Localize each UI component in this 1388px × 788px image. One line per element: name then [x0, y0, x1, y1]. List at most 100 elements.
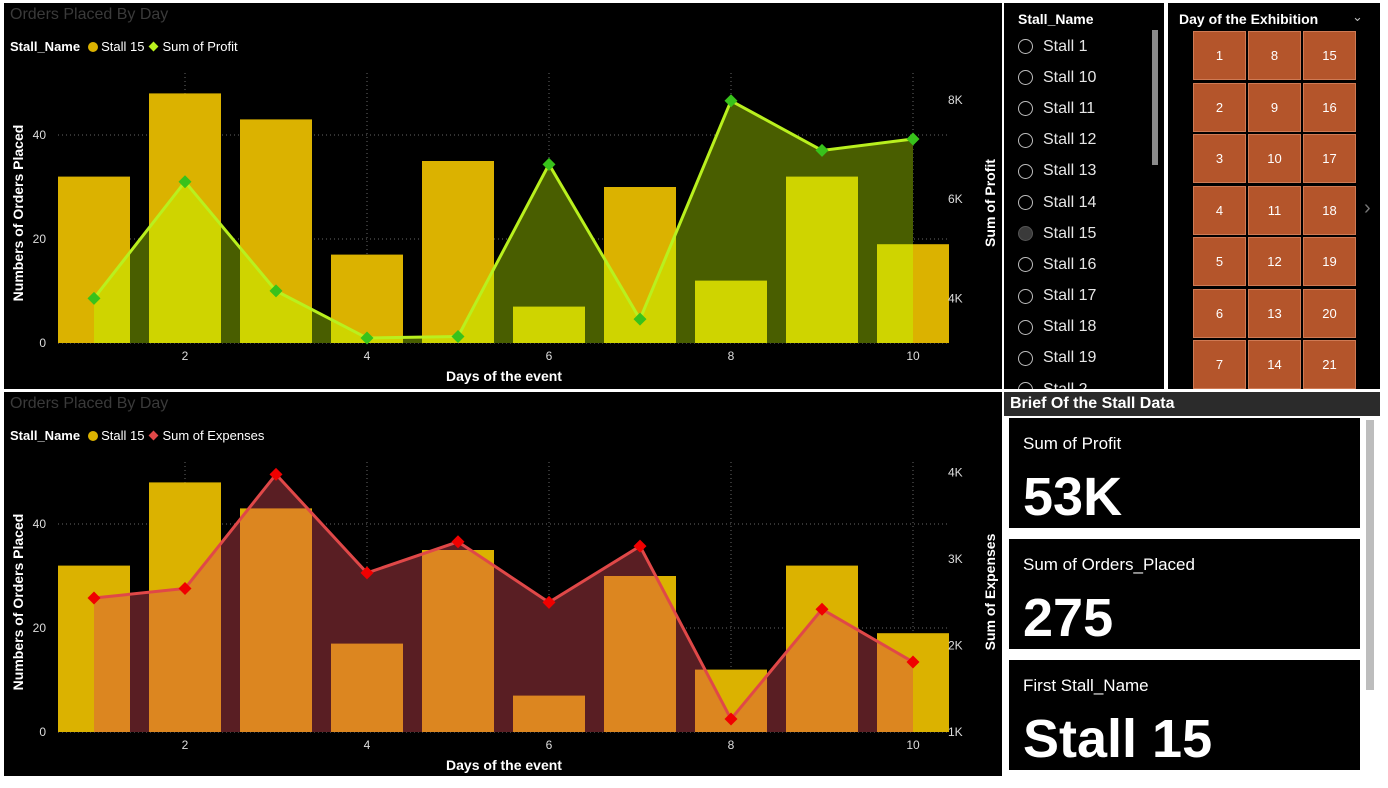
- day-tile-grid: 1 8 15 2 9 16 3 10 17 4 11 18 5 12 19 6 13 20 7 14 21: [1193, 31, 1356, 389]
- day-tile[interactable]: 10: [1248, 134, 1301, 183]
- day-tile[interactable]: 13: [1248, 288, 1301, 338]
- expenses-chart-panel: Orders Placed By Day Stall_Name Stall 15…: [4, 392, 1002, 776]
- card-label: Sum of Profit: [1023, 434, 1122, 453]
- y2-tick-label: 1K: [948, 725, 963, 739]
- day-tile[interactable]: 12: [1248, 237, 1301, 286]
- bar-overlap: [331, 643, 403, 732]
- line-marker: [87, 291, 101, 305]
- day-tile[interactable]: 6: [1193, 288, 1246, 338]
- brief-scrollbar[interactable]: [1366, 420, 1374, 690]
- day-tile[interactable]: 4: [1193, 185, 1246, 235]
- legend-title: Stall_Name: [10, 39, 81, 54]
- day-tile[interactable]: 7: [1193, 340, 1246, 389]
- day-tile[interactable]: 19: [1303, 237, 1356, 286]
- radio-icon[interactable]: [1018, 195, 1033, 211]
- day-tile[interactable]: 9: [1248, 82, 1301, 132]
- day-tile[interactable]: 18: [1303, 185, 1356, 235]
- stall-option[interactable]: Stall 15: [1018, 218, 1096, 249]
- radio-icon[interactable]: [1018, 163, 1033, 179]
- card-label: First Stall_Name: [1023, 676, 1149, 695]
- day-tile[interactable]: 14: [1248, 340, 1301, 389]
- y2-tick-label: 2K: [948, 639, 963, 653]
- radio-icon[interactable]: [1018, 101, 1033, 117]
- chevron-right-icon[interactable]: ›: [1364, 197, 1371, 219]
- y-axis-title: Numbers of Orders Placed: [10, 125, 26, 302]
- radio-icon[interactable]: [1018, 319, 1033, 335]
- radio-icon[interactable]: [1018, 226, 1033, 242]
- stall-option[interactable]: Stall 16: [1018, 249, 1096, 280]
- radio-icon[interactable]: [1018, 257, 1033, 273]
- stall-option-label: Stall 12: [1043, 131, 1097, 149]
- line-marker: [633, 312, 647, 326]
- line-marker: [542, 595, 556, 609]
- line-marker: [724, 94, 738, 108]
- stall-option[interactable]: Stall 2: [1018, 374, 1096, 389]
- line-marker: [815, 143, 829, 157]
- x-tick-label: 10: [906, 738, 920, 752]
- x-tick-label: 2: [182, 349, 189, 363]
- stall-option[interactable]: Stall 17: [1018, 281, 1096, 312]
- y-tick-label: 0: [39, 725, 46, 739]
- stall-option[interactable]: Stall 13: [1018, 156, 1096, 187]
- day-tile[interactable]: 20: [1303, 288, 1356, 338]
- stall-option-label: Stall 15: [1043, 224, 1097, 242]
- stall-option[interactable]: Stall 1: [1018, 31, 1096, 62]
- x-tick-label: 4: [364, 738, 371, 752]
- bar-overlap: [513, 695, 585, 732]
- chart-legend: Stall_Name Stall 15 Sum of Profit: [10, 39, 238, 54]
- stall-option[interactable]: Stall 14: [1018, 187, 1096, 218]
- day-tile[interactable]: 11: [1248, 185, 1301, 235]
- y-tick-label: 40: [33, 517, 47, 531]
- stall-option[interactable]: Stall 11: [1018, 93, 1096, 124]
- x-tick-label: 8: [728, 349, 735, 363]
- line-marker: [87, 591, 101, 605]
- stall-option[interactable]: Stall 19: [1018, 343, 1096, 374]
- stall-option[interactable]: Stall 18: [1018, 312, 1096, 343]
- y-tick-label: 40: [33, 128, 47, 142]
- legend-line-label: Sum of Profit: [162, 39, 238, 54]
- card-value: 275: [1023, 588, 1114, 648]
- y2-tick-label: 4K: [948, 466, 963, 480]
- series-line: [92, 98, 914, 340]
- day-tile[interactable]: 15: [1303, 31, 1356, 80]
- bar-overlap: [240, 508, 312, 732]
- line-marker: [269, 284, 283, 298]
- day-tile[interactable]: 1: [1193, 31, 1246, 80]
- line-marker: [906, 655, 920, 669]
- radio-icon[interactable]: [1018, 350, 1033, 366]
- day-tile[interactable]: 5: [1193, 237, 1246, 286]
- radio-icon[interactable]: [1018, 288, 1033, 304]
- radio-icon[interactable]: [1018, 132, 1033, 148]
- day-slicer: Day of the Exhibition ⌄ 1 8 15 2 9 16 3 10 17 4 11…: [1168, 3, 1380, 389]
- line-marker: [451, 330, 465, 344]
- stall-option[interactable]: Stall 10: [1018, 62, 1096, 93]
- kpi-card-orders: Sum of Orders_Placed 275: [1009, 539, 1360, 649]
- legend-line-label: Sum of Expenses: [162, 428, 265, 443]
- day-tile[interactable]: 8: [1248, 31, 1301, 80]
- day-tile[interactable]: 17: [1303, 134, 1356, 183]
- chart-title: Orders Placed By Day: [10, 6, 169, 23]
- day-tile[interactable]: 2: [1193, 82, 1246, 132]
- day-tile[interactable]: 3: [1193, 134, 1246, 183]
- bar-overlap: [695, 280, 767, 343]
- chart-title: Orders Placed By Day: [10, 395, 169, 412]
- day-tile[interactable]: 21: [1303, 340, 1356, 389]
- y-axis-title: Numbers of Orders Placed: [10, 514, 26, 691]
- stall-name-slicer: Stall_Name Stall 1 Stall 10 Stall 11 Stall …: [1004, 3, 1164, 389]
- radio-icon[interactable]: [1018, 382, 1033, 389]
- slicer-title: Stall_Name: [1018, 11, 1094, 27]
- day-tile[interactable]: 16: [1303, 82, 1356, 132]
- line-marker: [451, 535, 465, 549]
- stall-option-label: Stall 11: [1043, 99, 1096, 117]
- expenses-chart-svg: 0 20 40 1K 2K 3K 4K 2 4 6 8 10 Days of the event Numb…: [10, 462, 998, 773]
- y2-tick-label: 8K: [948, 93, 963, 107]
- stall-option-label: Stall 16: [1043, 255, 1097, 273]
- stall-option[interactable]: Stall 12: [1018, 125, 1096, 156]
- stall-option-label: Stall 17: [1043, 287, 1097, 305]
- slicer-scrollbar[interactable]: [1152, 30, 1158, 165]
- radio-icon[interactable]: [1018, 70, 1033, 86]
- bar-overlap: [877, 244, 913, 343]
- chevron-down-icon[interactable]: ⌄: [1352, 9, 1363, 24]
- legend-bar-swatch: [88, 41, 99, 52]
- radio-icon[interactable]: [1018, 39, 1033, 55]
